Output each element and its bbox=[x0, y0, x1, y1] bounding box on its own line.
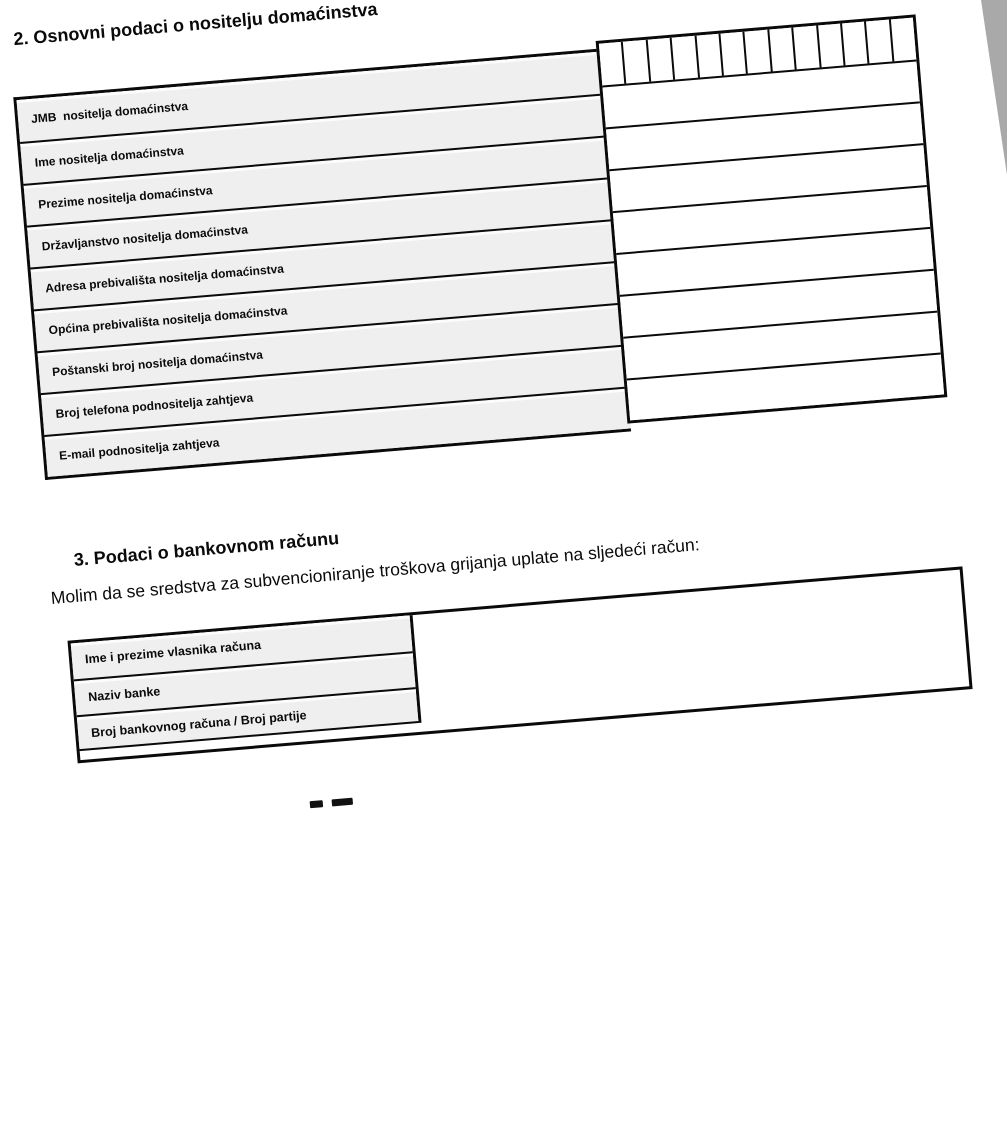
comb-cell bbox=[694, 33, 722, 78]
household-value-column bbox=[595, 14, 948, 424]
comb-cell bbox=[791, 25, 820, 70]
household-table: JMB nositelja domaćinstva Ime nositelja … bbox=[13, 14, 948, 481]
section2-heading: 2. Osnovni podaci o nositelju domaćinstv… bbox=[12, 0, 379, 50]
comb-cell bbox=[645, 37, 674, 82]
comb-cell bbox=[767, 27, 795, 72]
comb-cell bbox=[718, 31, 747, 76]
comb-cell bbox=[621, 39, 649, 84]
comb-cell bbox=[742, 29, 771, 74]
comb-cell bbox=[669, 35, 698, 80]
comb-cell bbox=[839, 21, 868, 66]
comb-cell bbox=[815, 23, 844, 68]
clipped-text-fragment bbox=[309, 797, 354, 810]
bank-label-column: Ime i prezime vlasnika računa Naziv bank… bbox=[70, 615, 422, 752]
household-label-column: JMB nositelja domaćinstva Ime nositelja … bbox=[13, 48, 632, 481]
section3-heading: 3. Podaci o bankovnom računu bbox=[73, 527, 340, 570]
comb-cell bbox=[864, 19, 893, 64]
comb-cell bbox=[888, 17, 917, 62]
